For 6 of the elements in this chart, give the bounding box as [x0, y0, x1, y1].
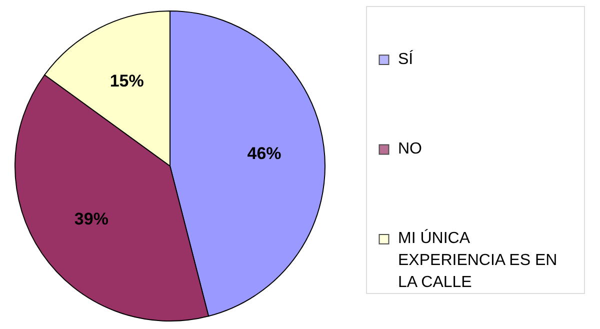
data-label: 15% [110, 71, 144, 90]
data-label: 39% [74, 209, 108, 228]
data-label: 46% [247, 144, 282, 164]
legend-label: MI ÚNICA EXPERIENCIA ES EN LA CALLE [398, 229, 558, 292]
legend-label: NO [398, 140, 422, 158]
legend-label: SÍ [398, 50, 414, 68]
